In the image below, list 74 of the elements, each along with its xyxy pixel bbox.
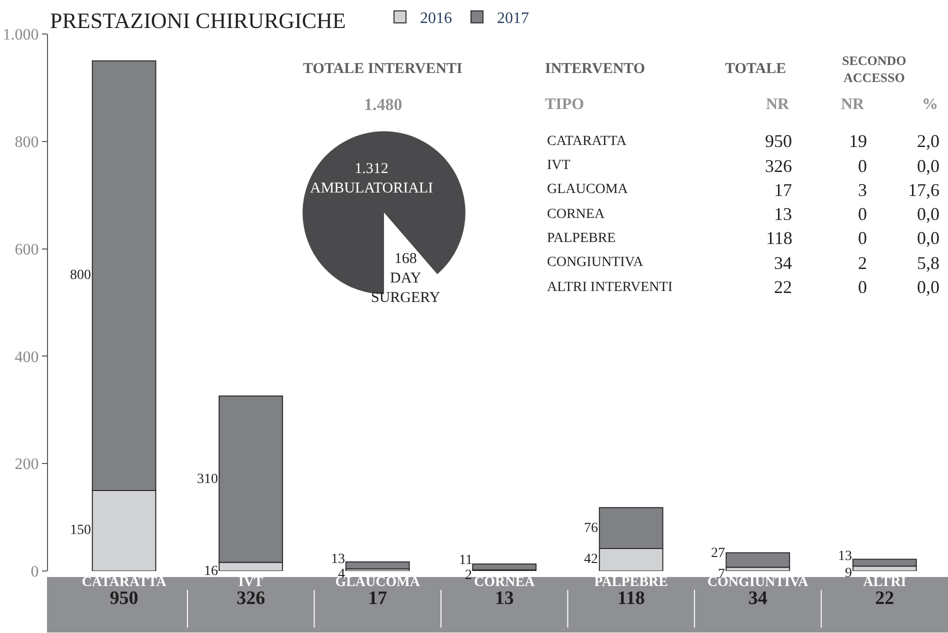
total-label: 34 bbox=[748, 588, 768, 610]
data-label: 150 bbox=[70, 523, 91, 538]
legend-label: 2016 bbox=[420, 10, 452, 28]
data-label: 0,0 bbox=[917, 156, 940, 176]
annotation: TOTALE bbox=[725, 61, 786, 77]
data-label: 0 bbox=[858, 204, 867, 224]
text: NR bbox=[841, 96, 865, 113]
data-label: 34 bbox=[774, 253, 792, 273]
data-label: 19 bbox=[849, 131, 867, 151]
slice-label: DAY SURGERY bbox=[371, 270, 440, 306]
chart-subtitle: 1.480 bbox=[364, 95, 402, 114]
category-label: GLAUCOMA bbox=[547, 182, 629, 197]
x-tick-label: PALPEBRE bbox=[594, 575, 668, 590]
total-label: 17 bbox=[368, 588, 388, 610]
x-tick-label: IVT bbox=[238, 575, 264, 590]
data-label: 326 bbox=[765, 156, 792, 176]
data-label: 2,0 bbox=[917, 131, 940, 151]
data-label: 13 bbox=[331, 552, 345, 567]
data-label: 168 bbox=[394, 251, 417, 267]
category-label: CORNEA bbox=[547, 207, 606, 222]
category-label: PALPEBRE bbox=[547, 231, 616, 246]
data-label: 2 bbox=[858, 253, 867, 273]
total-label: 326 bbox=[236, 588, 266, 610]
y-tick-label: 600 bbox=[14, 241, 39, 258]
data-label: 310 bbox=[197, 472, 218, 487]
data-label: 0 bbox=[858, 228, 867, 248]
data-label: 0 bbox=[858, 277, 867, 297]
y-tick-label: 400 bbox=[14, 348, 39, 366]
data-label: 5,8 bbox=[917, 253, 940, 273]
y-tick-label: 800 bbox=[14, 134, 39, 151]
total-label: 118 bbox=[617, 588, 645, 610]
data-label: 2 bbox=[465, 568, 472, 583]
data-label: 16 bbox=[204, 564, 218, 579]
annotation: TIPO bbox=[545, 96, 584, 113]
data-label: 0,0 bbox=[917, 204, 940, 224]
data-label: 27 bbox=[711, 546, 725, 561]
category-label: IVT bbox=[547, 158, 571, 173]
chart-title: PRESTAZIONI CHIRURGICHE bbox=[50, 8, 346, 33]
text: NR bbox=[766, 96, 790, 113]
total-label: 950 bbox=[110, 588, 138, 610]
data-label: 118 bbox=[766, 228, 792, 248]
annotation: SECONDO ACCESSO bbox=[842, 53, 906, 85]
y-tick-label: 0 bbox=[30, 564, 39, 581]
legend-label: 2017 bbox=[497, 10, 529, 28]
category-label: ALTRI INTERVENTI bbox=[547, 280, 673, 295]
data-label: 76 bbox=[584, 521, 598, 536]
data-label: 950 bbox=[765, 131, 792, 151]
data-label: 17 bbox=[774, 180, 792, 200]
y-tick-label: 1.000 bbox=[2, 26, 39, 44]
data-label: 17,6 bbox=[908, 180, 940, 200]
text: % bbox=[922, 96, 938, 113]
data-label: 22 bbox=[774, 277, 792, 297]
x-tick-label: ALTRI bbox=[863, 575, 906, 590]
data-label: 0 bbox=[858, 156, 867, 176]
total-label: 13 bbox=[494, 588, 514, 610]
data-label: 9 bbox=[845, 566, 852, 581]
data-label: 800 bbox=[70, 268, 91, 283]
chart-title: TOTALE INTERVENTI bbox=[303, 61, 463, 77]
y-tick-label: 200 bbox=[14, 456, 39, 474]
category-label: CONGIUNTIVA bbox=[547, 255, 644, 270]
data-label: 0,0 bbox=[917, 277, 940, 297]
category-label: CATARATTA bbox=[547, 134, 628, 149]
data-label: 13 bbox=[774, 204, 792, 224]
data-label: 11 bbox=[459, 553, 472, 568]
annotation: INTERVENTO bbox=[545, 61, 646, 77]
data-label: 13 bbox=[838, 549, 852, 564]
data-label: 3 bbox=[858, 180, 867, 200]
data-label: 0,0 bbox=[917, 228, 940, 248]
total-label: 22 bbox=[875, 588, 894, 610]
data-label: 42 bbox=[584, 552, 598, 567]
slice-label: AMBULATORIALI bbox=[310, 180, 434, 196]
x-tick-label: CORNEA bbox=[474, 575, 536, 590]
x-tick-label: CATARATTA bbox=[82, 575, 168, 590]
data-label: 1.312 bbox=[354, 161, 388, 177]
